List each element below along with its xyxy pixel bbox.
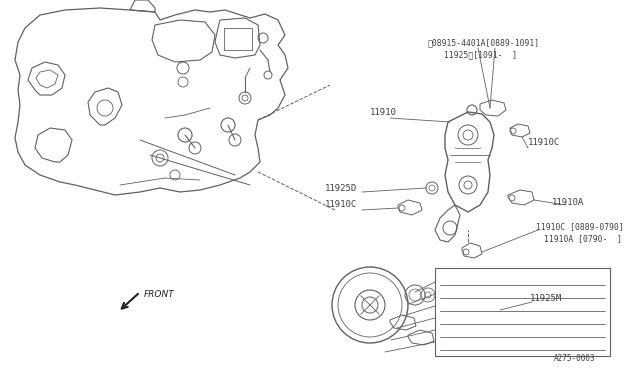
Text: 11910C [0889-0790]: 11910C [0889-0790] (536, 222, 624, 231)
Text: 11910C: 11910C (528, 138, 560, 147)
Text: 11910C: 11910C (325, 200, 357, 209)
Text: 11910A [0790-  ]: 11910A [0790- ] (544, 234, 622, 243)
Text: FRONT: FRONT (144, 290, 175, 299)
Text: 11925M: 11925M (530, 294, 563, 303)
Text: 11925D: 11925D (325, 184, 357, 193)
Text: 11910: 11910 (370, 108, 397, 117)
Text: A275-0003: A275-0003 (554, 354, 596, 363)
Text: Ⓡ08915-4401A[0889-1091]: Ⓡ08915-4401A[0889-1091] (428, 38, 540, 47)
Text: 11910A: 11910A (552, 198, 584, 207)
Bar (435, 268, 610, 356)
Text: 11925Ⅱ[1091-  ]: 11925Ⅱ[1091- ] (444, 50, 517, 59)
